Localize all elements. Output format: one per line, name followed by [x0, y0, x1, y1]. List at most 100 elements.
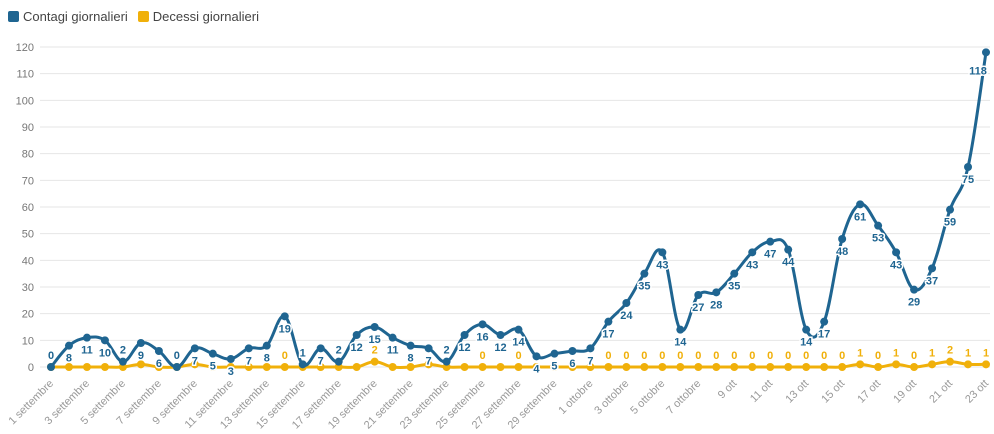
data-point	[766, 363, 775, 371]
data-point	[208, 349, 217, 358]
data-point	[622, 363, 631, 371]
data-label-decessi: 0	[695, 350, 701, 362]
data-point	[190, 344, 199, 353]
data-point	[820, 317, 829, 326]
data-label-contagi: 48	[836, 246, 848, 258]
data-label-decessi: 1	[857, 347, 863, 359]
data-point	[586, 363, 595, 371]
data-label-contagi: 5	[551, 361, 557, 373]
data-label-decessi: 0	[282, 350, 288, 362]
data-label-contagi: 8	[264, 353, 270, 365]
data-label-contagi: 15	[369, 334, 381, 346]
y-tick-label: 80	[22, 149, 34, 161]
data-label-decessi: 0	[479, 350, 485, 362]
data-point	[208, 363, 217, 371]
data-point	[658, 248, 667, 257]
data-point	[730, 363, 739, 371]
data-label-contagi: 2	[120, 345, 126, 357]
data-point	[874, 221, 883, 230]
data-point	[640, 269, 649, 278]
data-label-decessi: 0	[731, 350, 737, 362]
data-label-decessi: 1	[965, 347, 971, 359]
data-label-decessi: 0	[839, 350, 845, 362]
data-point	[370, 357, 379, 366]
data-point	[604, 317, 613, 326]
data-label-contagi: 61	[854, 211, 866, 223]
data-point	[658, 363, 667, 371]
data-label-decessi: 0	[785, 350, 791, 362]
legend: Contagi giornalieri Decessi giornalieri	[8, 9, 259, 24]
data-point	[910, 285, 919, 294]
data-label-contagi: 43	[890, 259, 902, 271]
data-point	[622, 299, 631, 307]
data-label-contagi: 7	[587, 355, 593, 367]
y-tick-label: 70	[22, 175, 34, 187]
data-label-contagi: 7	[192, 355, 198, 367]
legend-swatch-decessi	[137, 11, 149, 22]
x-tick-label: 19 ott	[891, 378, 919, 406]
data-point	[388, 363, 397, 371]
y-tick-label: 40	[22, 255, 34, 267]
data-point	[64, 341, 73, 350]
data-point	[694, 363, 703, 371]
data-point	[694, 291, 703, 299]
x-tick-label: 3 ottobre	[592, 378, 631, 417]
legend-label: Decessi giornalieri	[152, 9, 259, 24]
data-point	[226, 363, 235, 371]
data-point	[748, 248, 757, 257]
data-point	[460, 363, 469, 371]
data-label-contagi: 44	[782, 257, 795, 269]
data-point	[406, 363, 415, 371]
data-label-contagi: 37	[926, 275, 938, 287]
legend-item-contagi[interactable]: Contagi giornalieri	[8, 9, 128, 24]
data-point	[190, 360, 199, 369]
data-point	[370, 323, 379, 331]
y-tick-label: 0	[28, 362, 34, 374]
data-label-contagi: 0	[48, 350, 54, 362]
legend-item-decessi[interactable]: Decessi giornalieri	[137, 9, 259, 24]
data-label-contagi: 28	[710, 299, 722, 311]
data-point	[280, 363, 289, 371]
data-label-contagi: 16	[476, 331, 488, 343]
data-point	[640, 363, 649, 371]
data-label-decessi: 1	[893, 347, 899, 359]
data-label-contagi: 3	[228, 366, 234, 378]
data-point	[820, 363, 829, 371]
y-tick-label: 10	[22, 335, 34, 347]
data-label-contagi: 43	[656, 259, 668, 271]
x-tick-label: 13 ott	[783, 378, 811, 406]
y-tick-label: 90	[22, 122, 34, 134]
data-point	[424, 360, 433, 369]
data-point	[334, 357, 343, 366]
data-point	[802, 325, 811, 334]
x-tick-label: 1 ottobre	[556, 378, 595, 417]
data-point	[946, 357, 955, 366]
data-point	[892, 248, 901, 257]
data-label-decessi: 0	[749, 350, 755, 362]
data-point	[496, 331, 505, 339]
data-point	[838, 363, 847, 371]
data-label-contagi: 8	[408, 353, 414, 365]
series-line-contagi	[49, 52, 988, 369]
data-point	[604, 363, 613, 371]
data-point	[118, 357, 127, 366]
data-point	[478, 363, 487, 371]
data-point	[172, 363, 181, 371]
data-label-contagi: 29	[908, 297, 920, 309]
x-tick-label: 7 ottobre	[664, 378, 703, 417]
data-point	[676, 325, 685, 334]
x-tick-label: 11 ott	[748, 378, 775, 405]
data-label-contagi: 11	[81, 345, 93, 357]
data-point	[154, 347, 163, 355]
data-point	[982, 48, 990, 57]
data-point	[64, 363, 73, 371]
data-label-contagi: 53	[872, 233, 884, 245]
data-label-contagi: 14	[674, 337, 687, 349]
data-label-decessi: 0	[821, 350, 827, 362]
data-label-decessi: 0	[803, 350, 809, 362]
data-label-contagi: 12	[458, 342, 470, 354]
data-label-contagi: 75	[962, 174, 974, 186]
x-tick-label: 15 ott	[819, 378, 847, 406]
data-point	[82, 333, 91, 342]
data-point	[730, 269, 739, 278]
